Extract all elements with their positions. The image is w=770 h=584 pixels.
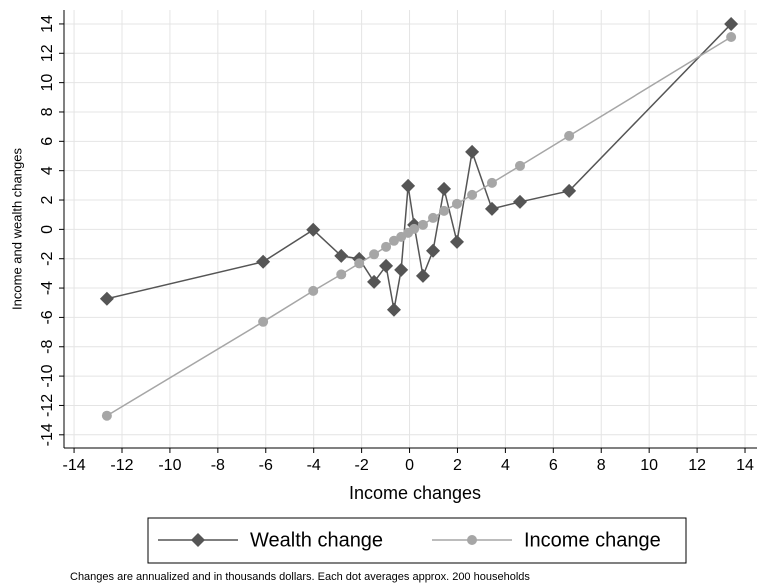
y-tick-label: -8 xyxy=(39,340,56,354)
x-tick-label: 0 xyxy=(405,457,414,474)
marker xyxy=(369,249,380,260)
marker xyxy=(465,144,480,159)
x-tick-label: 2 xyxy=(453,457,462,474)
y-tick-label: 8 xyxy=(39,107,56,116)
marker xyxy=(306,222,321,237)
x-tick-label: -6 xyxy=(259,457,273,474)
marker xyxy=(564,130,575,141)
y-tick-label: 0 xyxy=(39,225,56,234)
x-tick-label: -12 xyxy=(110,457,133,474)
legend-label: Income change xyxy=(524,529,661,551)
marker xyxy=(513,194,528,209)
note: Changes are annualized and in thousands … xyxy=(70,571,530,583)
marker xyxy=(381,241,392,252)
x-axis-title: Income changes xyxy=(349,483,481,503)
y-tick-label: -2 xyxy=(39,252,56,266)
y-tick-label: 6 xyxy=(39,137,56,146)
marker xyxy=(409,223,420,234)
legend-box xyxy=(147,517,687,564)
y-tick-label: -6 xyxy=(39,310,56,324)
legend-label: Wealth change xyxy=(250,529,383,551)
x-tick-label: 4 xyxy=(501,457,510,474)
x-tick-label: -10 xyxy=(158,457,181,474)
marker xyxy=(394,262,409,277)
marker xyxy=(401,178,416,193)
y-tick-label: 12 xyxy=(39,44,56,62)
marker xyxy=(101,410,112,421)
marker xyxy=(256,254,271,269)
marker xyxy=(515,160,526,171)
x-tick-label: 14 xyxy=(736,457,754,474)
y-tick-label: -10 xyxy=(39,364,56,387)
y-axis-title: Income and wealth changes xyxy=(9,148,24,310)
x-tick-label: -4 xyxy=(307,457,321,474)
x-tick-label: -14 xyxy=(63,457,86,474)
marker xyxy=(426,243,441,258)
marker xyxy=(562,183,577,198)
marker xyxy=(386,302,401,317)
marker xyxy=(724,16,739,31)
marker xyxy=(439,205,450,216)
y-tick-label: 2 xyxy=(39,195,56,204)
marker xyxy=(415,268,430,283)
marker xyxy=(467,189,478,200)
marker xyxy=(486,177,497,188)
x-tick-label: 6 xyxy=(549,457,558,474)
y-tick-label: -12 xyxy=(39,394,56,417)
legend-marker xyxy=(467,535,477,545)
marker xyxy=(484,201,499,216)
marker xyxy=(437,181,452,196)
x-tick-label: 8 xyxy=(597,457,606,474)
marker xyxy=(428,212,439,223)
y-tick-label: -4 xyxy=(39,281,56,295)
x-tick-label: 12 xyxy=(688,457,706,474)
marker xyxy=(354,258,365,269)
marker xyxy=(308,285,319,296)
x-tick-label: -2 xyxy=(354,457,368,474)
marker xyxy=(367,274,382,289)
marker xyxy=(451,198,462,209)
marker xyxy=(417,219,428,230)
y-tick-label: 4 xyxy=(39,166,56,175)
marker xyxy=(726,31,737,42)
marker xyxy=(99,291,114,306)
marker xyxy=(258,316,269,327)
marker xyxy=(379,258,394,273)
x-tick-label: -8 xyxy=(211,457,225,474)
x-tick-label: 10 xyxy=(640,457,658,474)
marker xyxy=(449,234,464,249)
y-tick-label: -14 xyxy=(39,423,56,446)
y-tick-label: 10 xyxy=(39,74,56,92)
marker xyxy=(334,248,349,263)
y-tick-label: 14 xyxy=(39,15,56,33)
legend-marker xyxy=(191,533,205,547)
marker xyxy=(336,269,347,280)
